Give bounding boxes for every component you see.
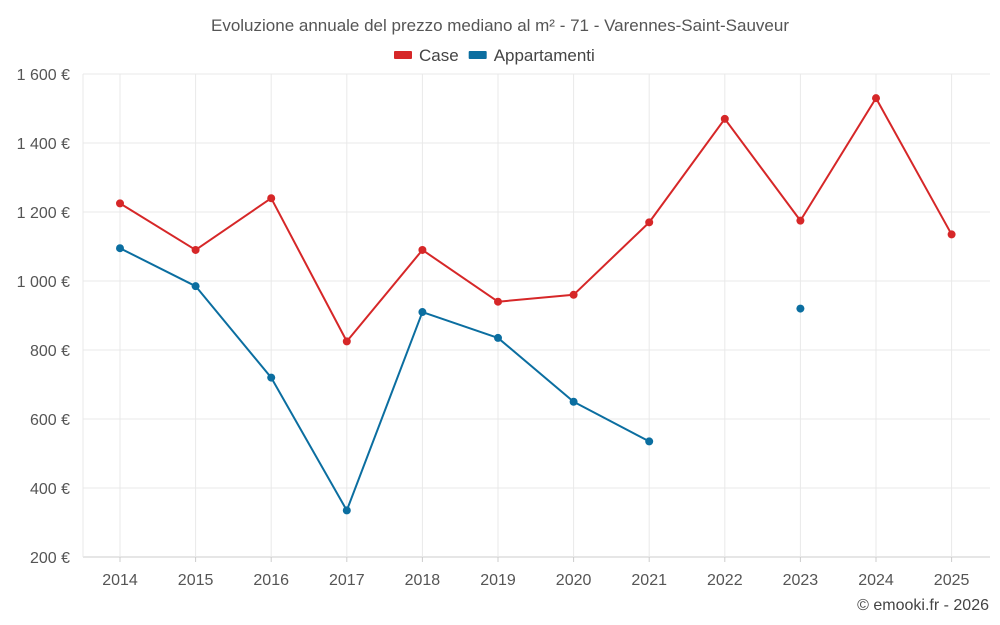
series-line: [119, 97, 953, 343]
y-tick-label: 1 600 €: [17, 67, 70, 84]
data-point[interactable]: [796, 304, 805, 313]
data-point[interactable]: [267, 194, 276, 203]
x-tick-label: 2017: [329, 572, 365, 589]
x-tick-label: 2021: [631, 572, 667, 589]
legend-item-0[interactable]: Case: [394, 46, 459, 65]
data-point[interactable]: [569, 290, 578, 299]
data-point[interactable]: [796, 216, 805, 225]
x-axis: 2014 2015 2016 2017 2018 2019 2020 2021 2022 2023…: [102, 557, 969, 589]
y-tick-label: 1 200 €: [17, 205, 70, 222]
x-tick-label: 2016: [253, 572, 289, 589]
data-point[interactable]: [342, 506, 351, 515]
data-point[interactable]: [116, 199, 124, 208]
y-tick-label: 800 €: [30, 343, 70, 360]
legend: Case Appartamenti: [394, 46, 595, 65]
series-1: [116, 244, 805, 515]
data-point[interactable]: [418, 308, 427, 317]
x-tick-label: 2019: [480, 572, 516, 589]
legend-swatch: [394, 51, 412, 59]
y-tick-label: 1 400 €: [17, 136, 70, 153]
y-tick-label: 600 €: [30, 412, 70, 429]
data-point[interactable]: [267, 373, 276, 382]
data-point[interactable]: [342, 337, 351, 346]
y-tick-label: 200 €: [30, 550, 70, 567]
data-point[interactable]: [191, 282, 200, 291]
data-point[interactable]: [645, 437, 654, 446]
legend-label: Appartamenti: [494, 46, 595, 65]
y-axis: 200 € 400 € 600 € 800 € 1 000 € 1 200 € 1 400 …: [17, 67, 70, 567]
legend-label: Case: [419, 46, 459, 65]
x-tick-label: 2020: [556, 572, 592, 589]
data-point[interactable]: [116, 244, 124, 253]
data-point[interactable]: [947, 230, 956, 239]
x-tick-label: 2023: [783, 572, 819, 589]
x-tick-label: 2024: [858, 572, 894, 589]
y-tick-label: 400 €: [30, 481, 70, 498]
data-point[interactable]: [872, 94, 880, 103]
credit-text: © emooki.fr - 2026: [857, 597, 989, 614]
legend-item-1[interactable]: Appartamenti: [468, 46, 595, 65]
legend-swatch: [468, 51, 487, 59]
chart-title: Evoluzione annuale del prezzo mediano al…: [211, 16, 789, 35]
data-point[interactable]: [569, 397, 578, 406]
data-point[interactable]: [418, 245, 427, 254]
data-point[interactable]: [494, 333, 502, 342]
x-tick-label: 2025: [934, 572, 970, 589]
x-tick-label: 2018: [405, 572, 441, 589]
x-tick-label: 2015: [178, 572, 214, 589]
data-point[interactable]: [645, 218, 654, 227]
y-tick-label: 1 000 €: [17, 274, 70, 291]
x-tick-label: 2022: [707, 572, 743, 589]
data-point[interactable]: [191, 245, 200, 254]
data-point[interactable]: [720, 114, 729, 123]
data-point[interactable]: [494, 297, 502, 306]
series-0: [116, 94, 956, 346]
series-layer: [116, 94, 956, 515]
x-tick-label: 2014: [102, 572, 138, 589]
series-line: [119, 247, 650, 512]
